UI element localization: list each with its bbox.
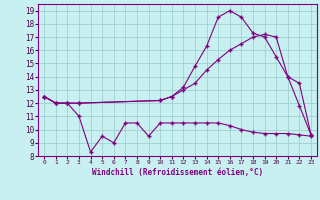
X-axis label: Windchill (Refroidissement éolien,°C): Windchill (Refroidissement éolien,°C) <box>92 168 263 177</box>
